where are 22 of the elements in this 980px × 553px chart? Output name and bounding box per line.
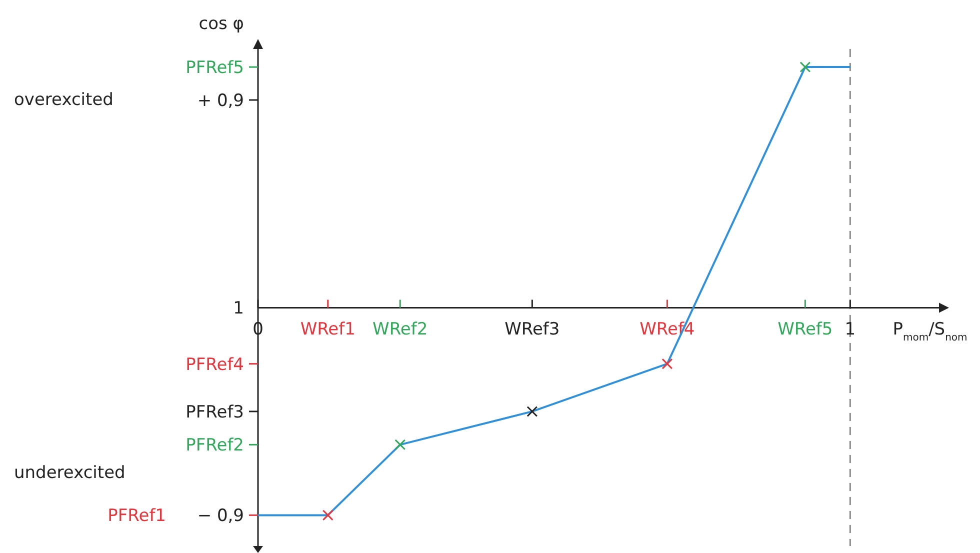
text: underexcited xyxy=(14,463,126,483)
text: overexcited xyxy=(14,90,114,110)
point xyxy=(394,439,406,450)
x-tick-label: WRef5 xyxy=(778,320,833,340)
x-tick-label: 1 xyxy=(844,320,856,340)
text: PFRef1 xyxy=(108,506,166,526)
text: PFRef4 xyxy=(186,354,244,375)
point xyxy=(526,406,538,417)
text: PFRef3 xyxy=(186,402,244,422)
x-tick-label: WRef3 xyxy=(504,320,560,340)
text: − 0,9 xyxy=(197,506,244,526)
point xyxy=(322,510,334,521)
x-tick-label: WRef2 xyxy=(372,320,428,340)
point xyxy=(800,62,811,73)
text: PFRef2 xyxy=(186,436,244,456)
y-axis-title: cos φ xyxy=(198,14,244,34)
text: 1 xyxy=(233,298,244,319)
text: + 0,9 xyxy=(197,91,244,111)
point xyxy=(662,358,673,370)
text: PFRef5 xyxy=(186,58,244,78)
x-tick-label: WRef1 xyxy=(300,320,356,340)
x-axis-title: P$_{mom}$/S$_{nom}$ xyxy=(892,320,968,344)
